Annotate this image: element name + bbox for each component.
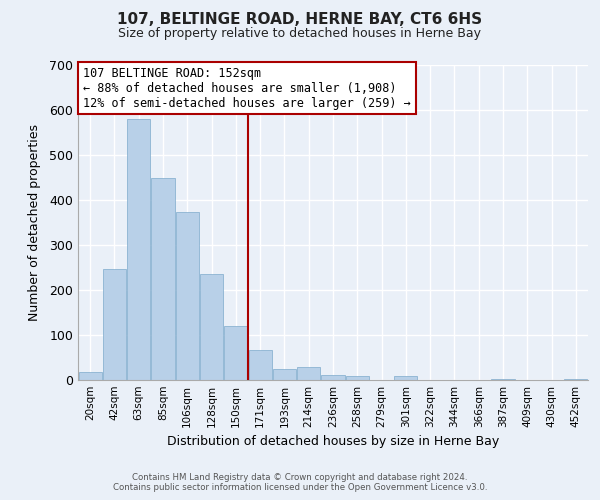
Bar <box>103 269 126 380</box>
Bar <box>248 350 272 380</box>
Bar <box>200 274 223 380</box>
Bar <box>394 376 418 380</box>
Bar <box>322 374 344 380</box>
Bar <box>346 376 369 380</box>
Text: Contains HM Land Registry data © Crown copyright and database right 2024.
Contai: Contains HM Land Registry data © Crown c… <box>113 473 487 492</box>
Bar <box>127 118 150 380</box>
Y-axis label: Number of detached properties: Number of detached properties <box>28 124 41 321</box>
Bar <box>79 372 101 380</box>
Bar <box>565 378 587 380</box>
Bar <box>297 366 320 380</box>
Bar <box>224 326 247 380</box>
Text: 107 BELTINGE ROAD: 152sqm
← 88% of detached houses are smaller (1,908)
12% of se: 107 BELTINGE ROAD: 152sqm ← 88% of detac… <box>83 66 411 110</box>
X-axis label: Distribution of detached houses by size in Herne Bay: Distribution of detached houses by size … <box>167 436 499 448</box>
Bar <box>176 212 199 380</box>
Bar <box>273 369 296 380</box>
Bar <box>151 178 175 380</box>
Bar <box>491 378 515 380</box>
Text: Size of property relative to detached houses in Herne Bay: Size of property relative to detached ho… <box>119 28 482 40</box>
Text: 107, BELTINGE ROAD, HERNE BAY, CT6 6HS: 107, BELTINGE ROAD, HERNE BAY, CT6 6HS <box>118 12 482 28</box>
